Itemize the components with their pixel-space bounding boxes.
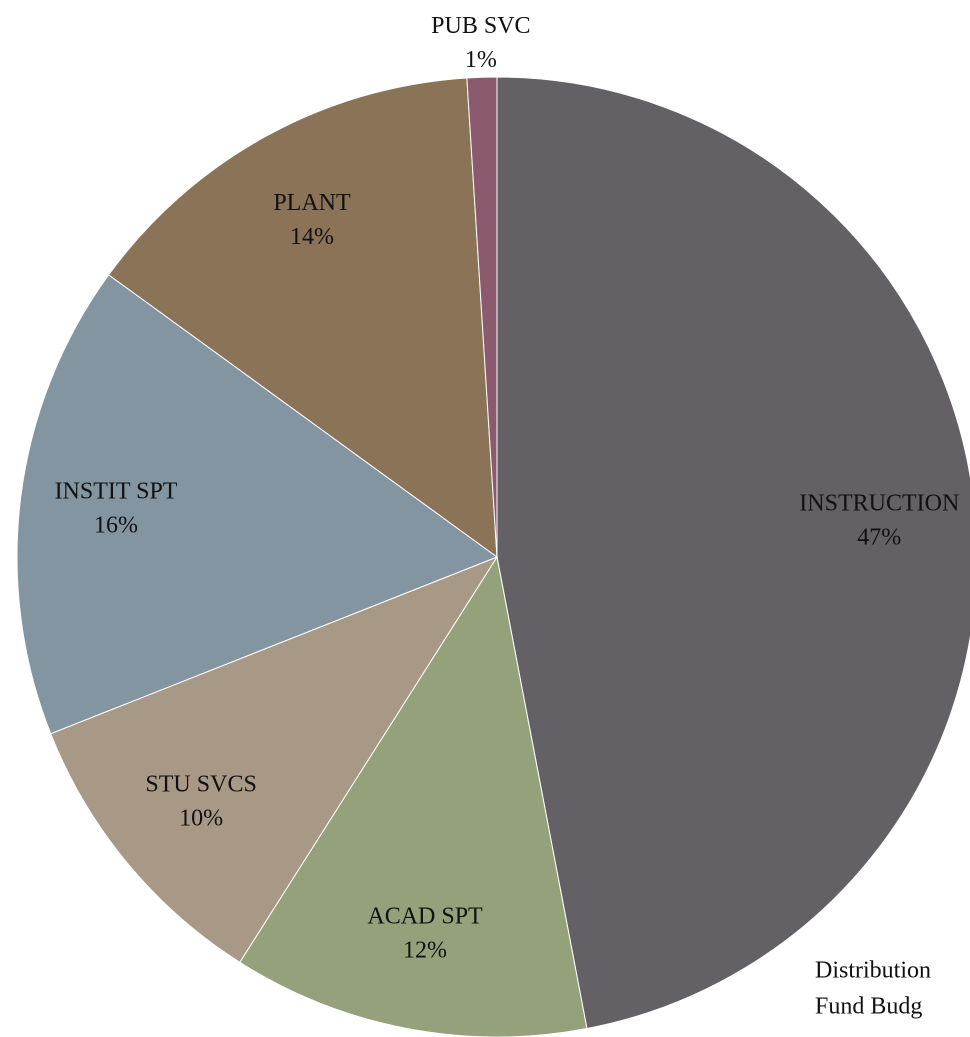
slice-label: PLANT [273,190,351,216]
labels: INSTRUCTION 47% ACAD SPT 12% STU SVCS 10% INST… [55,13,960,964]
pie-slice [466,76,498,558]
slice-label: INSTIT SPT [55,478,178,504]
pie-slice [107,77,498,559]
slice-label: STU SVCS [145,771,256,797]
slice-value-label: 47% [857,524,901,550]
chart-title: Distribution [815,958,931,984]
pie [16,76,970,1037]
slice-label: PUB SVC [431,13,530,39]
slice-label: ACAD SPT [367,904,483,930]
slice-value-label: 12% [403,938,447,964]
pie-slice [50,555,499,963]
pie-slice [239,555,588,1037]
slice-value-label: 1% [465,47,497,73]
chart-subtitle: Fund Budg [815,994,922,1020]
slice-label: INSTRUCTION [799,490,959,516]
pie-slice [16,274,499,735]
slice-value-label: 10% [179,805,223,831]
pie-slice [496,76,970,1030]
slice-value-label: 14% [290,224,334,250]
slice-value-label: 16% [94,512,138,538]
